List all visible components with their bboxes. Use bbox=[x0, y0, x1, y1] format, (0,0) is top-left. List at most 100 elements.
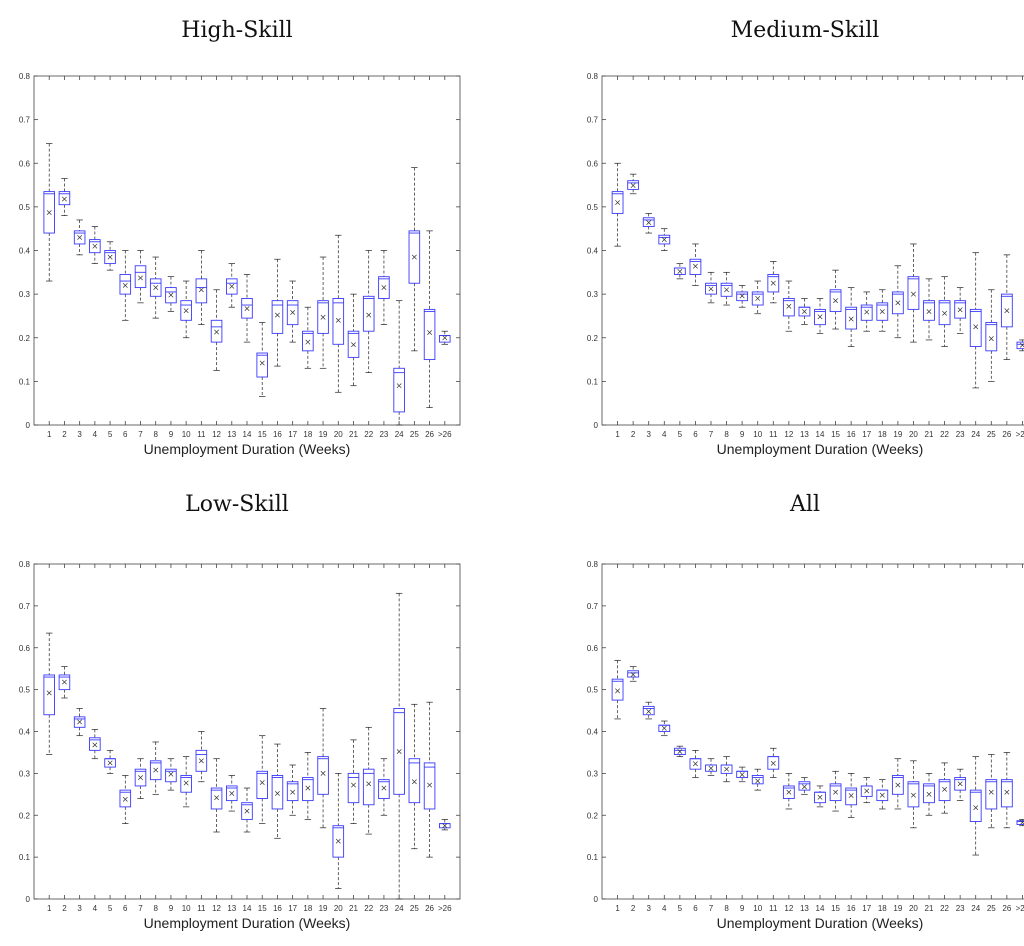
mean-marker bbox=[755, 778, 761, 784]
y-tick-label: 0.8 bbox=[587, 560, 599, 569]
x-tick-label: >26 bbox=[438, 430, 452, 439]
x-tick-label: 25 bbox=[410, 904, 419, 913]
y-tick-label: 0.4 bbox=[587, 728, 599, 737]
mean-marker bbox=[615, 688, 621, 694]
mean-marker bbox=[786, 303, 792, 309]
x-tick-label: >26 bbox=[438, 904, 452, 913]
x-tick-label: 5 bbox=[108, 904, 113, 913]
y-tick-label: 0.2 bbox=[19, 811, 31, 820]
mean-marker bbox=[411, 254, 417, 260]
x-tick-label: 9 bbox=[740, 904, 745, 913]
x-tick-label: 1 bbox=[615, 904, 620, 913]
x-tick-label: 11 bbox=[769, 430, 778, 439]
y-tick-label: 0.2 bbox=[587, 334, 599, 343]
mean-marker bbox=[46, 210, 52, 215]
box-week-25 bbox=[985, 289, 998, 382]
x-tick-label: 9 bbox=[169, 904, 174, 913]
box-week-14 bbox=[814, 785, 826, 808]
x-tick-label: 24 bbox=[395, 904, 404, 913]
box-week-21 bbox=[923, 278, 935, 341]
box-week->26 bbox=[439, 819, 451, 831]
mean-marker bbox=[708, 765, 714, 771]
box-week-20 bbox=[907, 243, 920, 343]
mean-marker bbox=[351, 342, 356, 348]
iqr-box bbox=[689, 258, 702, 275]
iqr-box bbox=[302, 330, 314, 352]
mean-marker bbox=[1004, 308, 1010, 314]
mean-marker bbox=[92, 742, 98, 748]
mean-marker bbox=[442, 823, 448, 829]
box-week->26 bbox=[1016, 339, 1024, 352]
iqr-box bbox=[256, 770, 268, 799]
y-tick-label: 0.1 bbox=[19, 377, 31, 386]
x-tick-label: >26 bbox=[1016, 904, 1024, 913]
box-week-10 bbox=[180, 756, 192, 808]
box-week-16 bbox=[845, 773, 858, 818]
x-axis-label: Unemployment Duration (Weeks) bbox=[144, 915, 351, 931]
box-week-14 bbox=[814, 298, 826, 334]
box-week-22 bbox=[362, 250, 375, 373]
iqr-box bbox=[317, 756, 329, 795]
mean-marker bbox=[183, 780, 189, 786]
x-tick-label: 10 bbox=[753, 904, 762, 913]
iqr-box bbox=[969, 789, 982, 822]
mean-marker bbox=[122, 796, 128, 802]
iqr-box bbox=[1000, 779, 1013, 808]
mean-marker bbox=[138, 775, 143, 781]
iqr-box bbox=[195, 278, 208, 304]
x-tick-label: 4 bbox=[662, 430, 667, 439]
mean-marker bbox=[320, 770, 326, 776]
x-tick-label: 6 bbox=[123, 904, 128, 913]
mean-marker bbox=[661, 725, 667, 731]
box-week-19 bbox=[891, 265, 904, 339]
box-week-23 bbox=[378, 250, 390, 326]
iqr-box bbox=[43, 674, 55, 716]
iqr-box bbox=[119, 274, 132, 295]
mean-marker bbox=[770, 760, 776, 766]
mean-marker bbox=[259, 780, 265, 786]
mean-marker bbox=[198, 758, 204, 764]
x-tick-label: 4 bbox=[662, 904, 667, 913]
x-tick-label: 8 bbox=[153, 904, 158, 913]
iqr-box bbox=[782, 298, 795, 317]
iqr-box bbox=[860, 304, 873, 321]
y-tick-label: 0.5 bbox=[19, 203, 31, 212]
x-tick-label: 7 bbox=[138, 904, 143, 913]
iqr-box bbox=[134, 265, 147, 289]
box-week-3 bbox=[642, 213, 655, 234]
x-tick-label: 22 bbox=[940, 904, 949, 913]
y-tick-label: 0 bbox=[594, 421, 599, 430]
x-tick-label: 11 bbox=[769, 904, 778, 913]
box-week-7 bbox=[705, 271, 717, 304]
mean-marker bbox=[46, 690, 52, 696]
x-tick-label: 2 bbox=[62, 430, 67, 439]
y-tick-label: 0 bbox=[594, 895, 599, 904]
iqr-box bbox=[58, 191, 71, 206]
mean-marker bbox=[833, 298, 839, 304]
box-week-12 bbox=[210, 289, 223, 371]
mean-marker bbox=[61, 679, 67, 685]
mean-marker bbox=[396, 749, 402, 755]
x-tick-label: 14 bbox=[243, 904, 252, 913]
y-tick-label: 0 bbox=[26, 895, 31, 904]
mean-marker bbox=[801, 309, 807, 315]
x-tick-label: 17 bbox=[862, 430, 871, 439]
mean-marker bbox=[646, 708, 652, 714]
x-tick-label: 3 bbox=[77, 904, 82, 913]
x-tick-label: 26 bbox=[1002, 430, 1011, 439]
x-tick-label: 21 bbox=[925, 904, 934, 913]
box-week-10 bbox=[751, 280, 764, 315]
boxplot-all: 00.10.20.30.40.50.60.70.81 2 3 4 5 6 7 8 9 10 11 12… bbox=[587, 560, 1024, 931]
box-week-9 bbox=[165, 276, 177, 312]
mean-marker bbox=[646, 220, 652, 226]
x-tick-label: 14 bbox=[243, 430, 252, 439]
x-tick-label: 8 bbox=[724, 904, 729, 913]
box-week-13 bbox=[226, 775, 238, 812]
x-tick-label: 19 bbox=[893, 904, 902, 913]
x-axis-label: Unemployment Duration (Weeks) bbox=[144, 441, 351, 457]
mean-marker bbox=[305, 339, 311, 345]
mean-marker bbox=[630, 672, 636, 677]
mean-marker bbox=[198, 287, 204, 293]
x-tick-label: 16 bbox=[847, 430, 856, 439]
iqr-box bbox=[256, 352, 268, 378]
